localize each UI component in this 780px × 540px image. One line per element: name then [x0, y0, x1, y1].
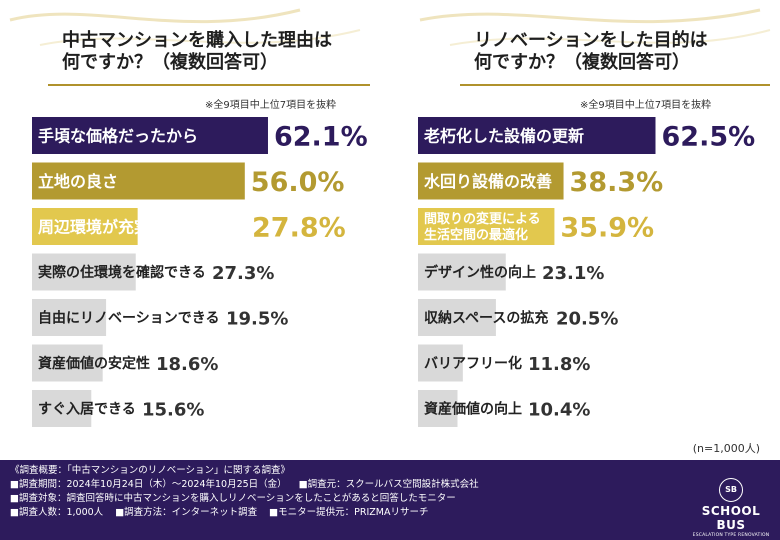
right-value-label-7: 10.4% [528, 400, 590, 421]
left-value-label-7: 15.6% [142, 400, 204, 421]
right-title-line-2: 何ですか？（複数回答可） [474, 52, 690, 73]
school-bus-logo: SB SCHOOL BUS ESCALATION TYPE RENOVATION [690, 478, 772, 538]
right-bar-5 [418, 299, 496, 336]
sample-size: (n=1,000人) [692, 442, 760, 455]
left-bar-7 [32, 390, 92, 427]
right-bar-4 [418, 253, 506, 291]
right-note: ※全9項目中上位7項目を抜粋 [580, 100, 712, 111]
right-value-label-6: 11.8% [528, 354, 590, 375]
logo-emblem: SB [719, 478, 743, 502]
left-bar-label-2: 立地の良さ [38, 172, 118, 191]
left-bar-3 [32, 208, 138, 245]
right-bar-label-1: 老朽化した設備の更新 [423, 126, 584, 145]
right-chart-title: リノベーションをした目的は 何ですか？（複数回答可） [474, 30, 708, 74]
survey-item: ■モニター提供元：PRIZMAリサーチ [269, 507, 429, 518]
logo-tagline: ESCALATION TYPE RENOVATION [692, 533, 770, 538]
right-value-label-1: 62.5% [662, 122, 756, 153]
right-bar-label-3: 間取りの変更による [424, 211, 541, 227]
survey-item: ■調査元：スクールバス空間設計株式会社 [298, 479, 479, 490]
survey-summary: 《調査概要：「中古マンションのリノベーション」に関する調査》 ■調査期間：2024… [10, 464, 680, 520]
left-bar-label-3: 周辺環境が充実していたから [38, 217, 246, 236]
right-bar-6 [418, 344, 463, 382]
right-bar-label-2: 水回り設備の改善 [424, 172, 552, 191]
survey-line: ■調査対象：調査回答時に中古マンションを購入しリノベーションをしたことがあると回… [10, 492, 680, 506]
right-bar-label-3: 生活空間の最適化 [424, 227, 528, 243]
right-value-label-3: 35.9% [560, 213, 654, 244]
left-value-label-5: 19.5% [226, 309, 288, 330]
left-value-label-3: 27.8% [252, 213, 346, 244]
left-bar-label-7: すぐ入居できる [38, 402, 136, 418]
logo-name: SCHOOL BUS [701, 504, 761, 532]
survey-item: ■調査対象：調査回答時に中古マンションを購入しリノベーションをしたことがあると回… [10, 493, 456, 504]
right-title-divider [460, 84, 770, 86]
left-value-label-2: 56.0% [251, 167, 345, 198]
survey-footer: 《調査概要：「中古マンションのリノベーション」に関する調査》 ■調査期間：2024… [0, 460, 780, 540]
left-note: ※全9項目中上位7項目を抜粋 [205, 100, 337, 111]
right-title-line-1: リノベーションをした目的は [474, 30, 708, 51]
survey-line: ■調査期間：2024年10月24日（木）～2024年10月25日（金） ■調査元：… [10, 478, 680, 492]
survey-line: ■調査人数：1,000人 ■調査方法：インターネット調査 ■モニター提供元：PRIZ… [10, 506, 680, 520]
right-bar-label-4: デザイン性の向上 [424, 264, 536, 281]
right-value-label-2: 38.3% [570, 167, 664, 198]
left-bar-label-6: 資産価値の安定性 [38, 355, 150, 372]
left-bar-label-4: 実際の住環境を確認できる [38, 264, 206, 281]
right-value-label-5: 20.5% [556, 309, 618, 330]
right-bar-3 [418, 208, 555, 245]
left-bar-1 [32, 117, 268, 154]
left-value-label-4: 27.3% [212, 263, 274, 284]
survey-item: ■調査期間：2024年10月24日（木）～2024年10月25日（金） [10, 479, 287, 490]
right-value-label-4: 23.1% [542, 263, 604, 284]
left-bar-label-5: 自由にリノベーションできる [38, 310, 219, 327]
survey-line: 《調査概要：「中古マンションのリノベーション」に関する調査》 [10, 464, 680, 478]
left-bar-label-1: 手頃な価格だったから [38, 126, 198, 145]
right-bar-7 [418, 390, 458, 427]
right-bar-label-7: 資産価値の向上 [424, 401, 522, 418]
left-value-label-1: 62.1% [274, 122, 368, 153]
right-bar-2 [418, 162, 564, 200]
left-title-divider [48, 84, 370, 86]
survey-item: 《調査概要：「中古マンションのリノベーション」に関する調査》 [10, 465, 291, 476]
left-value-label-6: 18.6% [156, 354, 218, 375]
left-chart-title: 中古マンションを購入した理由は 何ですか？（複数回答可） [62, 30, 332, 74]
survey-item: ■調査人数：1,000人 [10, 507, 104, 518]
left-bar-2 [32, 162, 245, 200]
left-bar-5 [32, 299, 107, 336]
right-bar-1 [418, 117, 656, 154]
left-title-line-2: 何ですか？（複数回答可） [62, 52, 278, 73]
survey-item: ■調査方法：インターネット調査 [115, 507, 258, 518]
left-bar-4 [32, 253, 136, 291]
left-bar-6 [32, 344, 103, 382]
right-bar-label-5: 収納スペースの拡充 [424, 310, 548, 327]
left-title-line-1: 中古マンションを購入した理由は [62, 30, 332, 51]
right-bar-label-6: バリアフリー化 [424, 355, 522, 372]
